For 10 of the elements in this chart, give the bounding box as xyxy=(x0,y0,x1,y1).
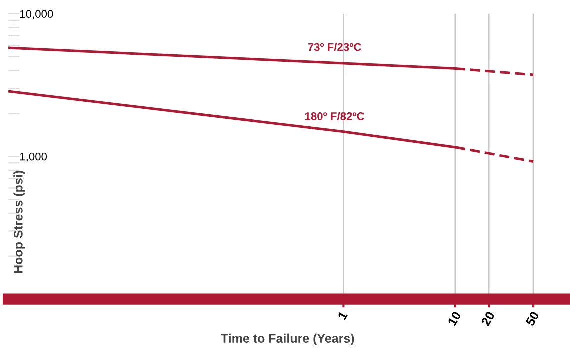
x-tick-label: 50 xyxy=(525,311,540,327)
x-axis-title: Time to Failure (Years) xyxy=(221,334,354,346)
series-label: 73º F/23ºC xyxy=(308,43,362,52)
y-tick-label: 1,000 xyxy=(20,152,48,162)
series-label: 180º F/82ºC xyxy=(305,112,364,120)
y-tick-label: 10,000 xyxy=(20,10,54,20)
x-tick-label: 1 xyxy=(338,310,348,320)
x-tick-label: 20 xyxy=(481,311,496,327)
x-tick-label: 10 xyxy=(448,311,462,326)
y-axis-title: Hoop Stress (psi) xyxy=(14,171,26,274)
